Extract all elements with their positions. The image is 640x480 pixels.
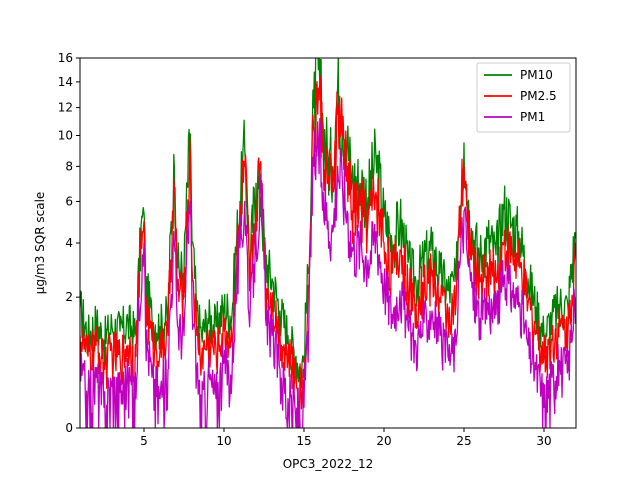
legend-frame xyxy=(476,62,571,133)
y-axis: 0 2 4 6 8 10 12 14 16 xyxy=(58,51,80,435)
x-tick-label: 20 xyxy=(376,434,391,448)
x-tick-label: 30 xyxy=(536,434,551,448)
series-layer xyxy=(80,58,576,428)
legend-label: PM2.5 xyxy=(520,89,557,103)
y-tick-label: 12 xyxy=(58,101,73,115)
legend: PM10 PM2.5 PM1 xyxy=(476,62,571,133)
x-axis: 5 10 15 20 25 30 xyxy=(140,428,552,448)
x-tick-label: 5 xyxy=(140,434,148,448)
x-tick-label: 10 xyxy=(216,434,231,448)
x-tick-label: 15 xyxy=(296,434,311,448)
legend-label: PM1 xyxy=(520,110,545,124)
legend-label: PM10 xyxy=(520,68,553,82)
series-line-pm25 xyxy=(80,75,576,428)
y-tick-label: 0 xyxy=(65,421,73,435)
y-axis-label: μg/m3 SQR scale xyxy=(33,192,47,295)
series-line-pm1 xyxy=(80,118,576,428)
y-tick-label: 8 xyxy=(65,159,73,173)
y-tick-label: 4 xyxy=(65,236,73,250)
y-tick-label: 2 xyxy=(65,290,73,304)
y-tick-label: 10 xyxy=(58,128,73,142)
x-axis-label: OPC3_2022_12 xyxy=(283,457,374,471)
y-tick-label: 14 xyxy=(58,75,73,89)
y-tick-label: 16 xyxy=(58,51,73,65)
x-tick-label: 25 xyxy=(456,434,471,448)
y-tick-label: 6 xyxy=(65,194,73,208)
